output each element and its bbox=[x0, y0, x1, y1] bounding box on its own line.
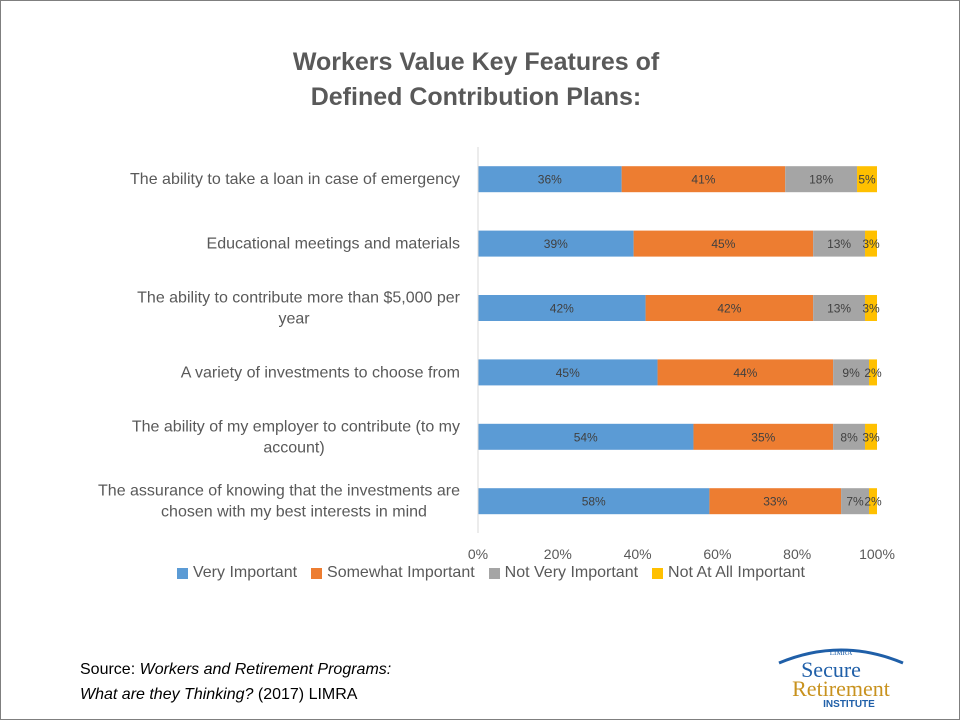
category-label: Educational meetings and materials bbox=[207, 236, 460, 253]
legend-label: Somewhat Important bbox=[327, 564, 475, 581]
bar-segment bbox=[857, 166, 877, 193]
legend-item: Somewhat Important bbox=[311, 564, 475, 582]
logo-arc bbox=[778, 648, 904, 665]
bar-segment bbox=[633, 230, 814, 257]
legend-label: Very Important bbox=[192, 564, 298, 581]
chart-legend: Very Important Somewhat Important Not Very… bbox=[1, 564, 959, 582]
x-tick-label: 80% bbox=[783, 546, 811, 561]
category-label: The ability to take a loan in case of em… bbox=[130, 171, 460, 188]
bar-segment bbox=[478, 488, 710, 515]
legend-swatch bbox=[488, 567, 500, 579]
source-suffix: (2017) LIMRA bbox=[253, 686, 358, 703]
source-prefix: Source: bbox=[80, 661, 140, 678]
legend-label: Not At All Important bbox=[668, 564, 805, 581]
data-label: 45% bbox=[711, 237, 735, 251]
legend-item: Not Very Important bbox=[488, 564, 639, 582]
logo-institute-text: INSTITUTE bbox=[823, 699, 875, 710]
x-tick-label: 60% bbox=[703, 546, 731, 561]
data-label: 18% bbox=[809, 173, 833, 187]
bar-segment bbox=[785, 166, 858, 193]
category-label: The ability to contribute more than $5,0… bbox=[137, 290, 461, 307]
data-label: 39% bbox=[544, 237, 568, 251]
source-title-line-1: Workers and Retirement Programs: bbox=[139, 661, 392, 678]
bar-segment bbox=[869, 359, 877, 386]
data-label: 3% bbox=[862, 302, 880, 316]
bar-segment bbox=[478, 295, 646, 321]
data-label: 3% bbox=[862, 430, 880, 444]
x-tick-label: 40% bbox=[624, 546, 652, 561]
source-note: Source: Workers and Retirement Programs:… bbox=[80, 657, 391, 707]
chart-title-line-1: Workers Value Key Features of bbox=[292, 48, 660, 76]
data-label: 33% bbox=[763, 495, 787, 509]
data-label: 41% bbox=[691, 173, 715, 187]
chart-title-line-2: Defined Contribution Plans: bbox=[310, 83, 642, 111]
category-label: year bbox=[278, 311, 310, 328]
bar-segment bbox=[833, 359, 870, 386]
bar-segment bbox=[833, 423, 866, 450]
data-label: 42% bbox=[717, 302, 741, 316]
data-label: 45% bbox=[556, 366, 580, 380]
legend-swatch bbox=[176, 567, 188, 579]
category-label: A variety of investments to choose from bbox=[181, 364, 460, 381]
chart-title: Workers Value Key Features of Defined Co… bbox=[1, 45, 951, 115]
bar-segment bbox=[693, 423, 834, 450]
logo-secure-text: Secure bbox=[801, 657, 861, 682]
bar-segment bbox=[478, 359, 658, 386]
data-label: 3% bbox=[862, 237, 880, 251]
bar-segment bbox=[657, 359, 834, 386]
data-label: 8% bbox=[840, 430, 858, 444]
x-tick-label: 0% bbox=[468, 546, 488, 561]
bar-segment bbox=[478, 423, 694, 450]
x-tick-label: 100% bbox=[859, 546, 895, 561]
bar-segment bbox=[709, 488, 842, 515]
legend-item: Very Important bbox=[176, 564, 298, 582]
data-label: 36% bbox=[538, 173, 562, 187]
bar-segment bbox=[841, 488, 870, 515]
data-label: 13% bbox=[827, 237, 851, 251]
bar-segment bbox=[865, 230, 877, 257]
data-label: 2% bbox=[864, 366, 882, 380]
bar-segment bbox=[645, 295, 814, 321]
legend-item: Not At All Important bbox=[652, 564, 805, 582]
x-tick-label: 20% bbox=[544, 546, 572, 561]
bar-segment bbox=[621, 166, 786, 193]
category-label: chosen with my best interests in mind bbox=[161, 504, 427, 521]
data-label: 13% bbox=[827, 302, 851, 316]
data-label: 58% bbox=[582, 495, 606, 509]
bar-segment bbox=[865, 295, 877, 321]
data-label: 42% bbox=[550, 302, 574, 316]
data-label: 7% bbox=[846, 495, 864, 509]
bar-segment bbox=[813, 295, 866, 321]
bar-segment bbox=[478, 230, 634, 257]
category-label: The assurance of knowing that the invest… bbox=[98, 483, 460, 500]
data-label: 5% bbox=[858, 173, 876, 187]
secure-retirement-institute-logo: LIMRA Secure Retirement INSTITUTE bbox=[778, 648, 904, 710]
stacked-bar-chart: 36% 41% 18% 5% The ability to take a loan in… bbox=[98, 147, 895, 561]
category-label: account) bbox=[263, 439, 324, 456]
data-label: 54% bbox=[574, 430, 598, 444]
data-label: 35% bbox=[751, 430, 775, 444]
bar-segment bbox=[478, 166, 622, 193]
bar-segment bbox=[869, 488, 877, 515]
legend-swatch bbox=[311, 567, 323, 579]
data-label: 44% bbox=[733, 366, 757, 380]
bar-segment bbox=[865, 423, 877, 450]
category-label: The ability of my employer to contribute… bbox=[132, 418, 460, 435]
data-label: 9% bbox=[842, 366, 860, 380]
data-label: 2% bbox=[864, 495, 882, 509]
logo-retirement-text: Retirement bbox=[792, 676, 890, 701]
bar-segment bbox=[813, 230, 866, 257]
logo-limra-text: LIMRA bbox=[830, 649, 853, 657]
source-title-line-2: What are they Thinking? bbox=[80, 686, 254, 703]
legend-swatch bbox=[652, 567, 664, 579]
legend-label: Not Very Important bbox=[504, 564, 639, 581]
